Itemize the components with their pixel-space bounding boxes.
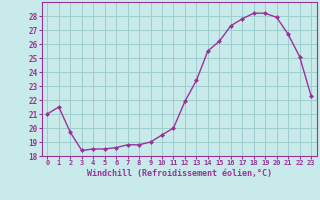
X-axis label: Windchill (Refroidissement éolien,°C): Windchill (Refroidissement éolien,°C) xyxy=(87,169,272,178)
